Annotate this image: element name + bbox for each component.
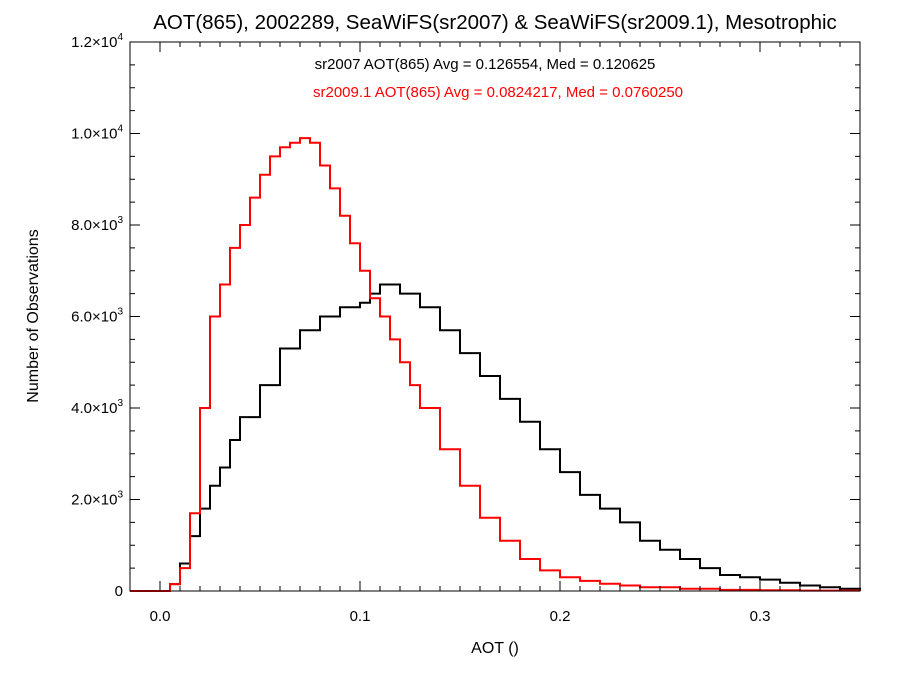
- series-1-histogram-line: [130, 137, 861, 592]
- y-tick-label: 2.0×103: [71, 490, 123, 509]
- axes: 0.0 0.1 0.2 0.3 0 2.0×103 4.0×103 6.0×103 8.0×10…: [71, 32, 861, 625]
- y-tick-label: 8.0×103: [71, 215, 123, 234]
- x-axis-label: AOT (): [471, 640, 519, 657]
- x-tick-label: 0.3: [750, 608, 771, 625]
- y-axis-label: Number of Observations: [25, 229, 42, 402]
- plot-area: [130, 137, 861, 592]
- y-tick-label: 6.0×103: [71, 307, 123, 326]
- y-tick-label: 1.2×104: [71, 32, 123, 51]
- annotation-sr2009-stats: sr2009.1 AOT(865) Avg = 0.0824217, Med =…: [313, 84, 683, 101]
- annotation-sr2007-stats: sr2007 AOT(865) Avg = 0.126554, Med = 0.…: [315, 56, 656, 73]
- chart-title: AOT(865), 2002289, SeaWiFS(sr2007) & Sea…: [153, 11, 837, 34]
- series-0-histogram-line: [130, 283, 861, 592]
- x-tick-label: 0.0: [150, 608, 171, 625]
- x-tick-label: 0.1: [350, 608, 371, 625]
- y-tick-label: 0: [115, 583, 123, 600]
- y-tick-label: 1.0×104: [71, 124, 123, 143]
- x-tick-label: 0.2: [550, 608, 571, 625]
- y-tick-label: 4.0×103: [71, 398, 123, 417]
